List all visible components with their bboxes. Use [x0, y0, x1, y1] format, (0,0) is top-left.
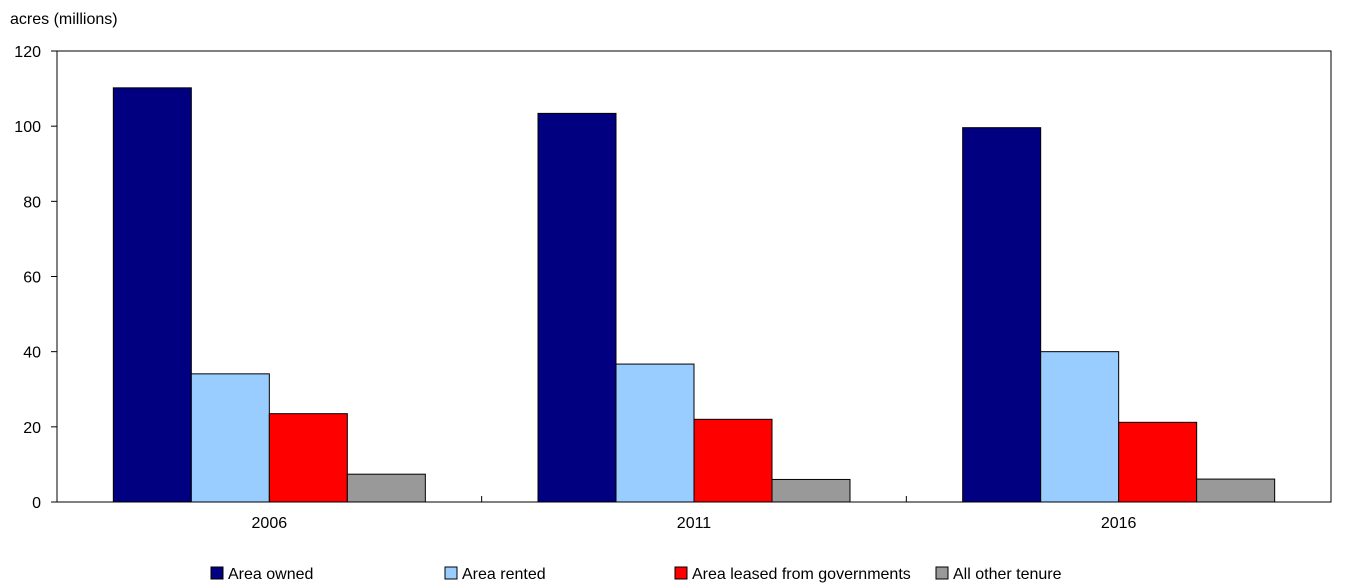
- legend-label: Area owned: [228, 566, 313, 583]
- bar-all-other-tenure-2016: [1196, 478, 1276, 503]
- bar-area-owned-2006: [112, 87, 192, 503]
- y-tick-label: 0: [32, 495, 41, 512]
- bar-area-rented-2006: [190, 373, 270, 503]
- bar-area-rented-2011: [615, 363, 695, 503]
- legend-label: All other tenure: [953, 566, 1062, 583]
- x-tick-label: 2011: [677, 515, 712, 532]
- y-tick-label: 40: [23, 345, 41, 362]
- legend-swatch: [674, 566, 688, 580]
- y-axis: 0 20 40 60 80 100 120: [14, 44, 57, 512]
- legend-swatch: [444, 566, 458, 580]
- bar-area-rented-2016: [1040, 351, 1120, 503]
- plot-area-frame: [56, 50, 1332, 503]
- x-tick-label: 2006: [252, 515, 288, 532]
- x-axis: 2006 2011 2016: [252, 496, 1137, 532]
- y-axis-label: acres (millions): [10, 11, 118, 28]
- legend: Area owned Area rented Area leased from go…: [210, 566, 1062, 583]
- bar-area-leased-from-governments-2011: [693, 418, 773, 503]
- y-tick-label: 100: [14, 119, 41, 136]
- x-tick-label: 2016: [1101, 515, 1137, 532]
- bar-all-other-tenure-2011: [771, 478, 851, 503]
- bar-area-leased-from-governments-2006: [268, 413, 348, 503]
- legend-label: Area leased from governments: [692, 566, 911, 583]
- bar-area-owned-2016: [962, 127, 1042, 503]
- legend-label: Area rented: [462, 566, 546, 583]
- bar-area-leased-from-governments-2016: [1118, 421, 1198, 503]
- y-tick-label: 120: [14, 44, 41, 61]
- bars: [112, 87, 1276, 503]
- bar-area-owned-2011: [537, 112, 617, 503]
- y-tick-label: 60: [23, 270, 41, 287]
- bar-all-other-tenure-2006: [346, 473, 426, 503]
- y-tick-label: 80: [23, 194, 41, 211]
- legend-swatch: [210, 566, 224, 580]
- legend-swatch: [935, 566, 949, 580]
- y-tick-label: 20: [23, 420, 41, 437]
